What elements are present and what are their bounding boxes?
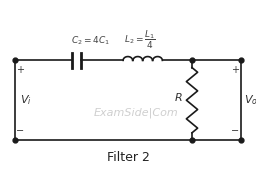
Text: $L_2 = \dfrac{L_1}{4}$: $L_2 = \dfrac{L_1}{4}$ — [124, 29, 155, 51]
Text: −: − — [16, 126, 25, 136]
Text: −: − — [231, 126, 239, 136]
Text: $C_2 = 4C_1$: $C_2 = 4C_1$ — [71, 35, 110, 47]
Text: $R$: $R$ — [174, 91, 182, 103]
Text: +: + — [231, 66, 239, 76]
Text: ExamSide|Com: ExamSide|Com — [93, 107, 178, 117]
Text: +: + — [16, 66, 25, 76]
Text: Filter 2: Filter 2 — [106, 151, 150, 164]
Text: $V_i$: $V_i$ — [20, 93, 32, 107]
Text: $V_o$: $V_o$ — [244, 93, 256, 107]
